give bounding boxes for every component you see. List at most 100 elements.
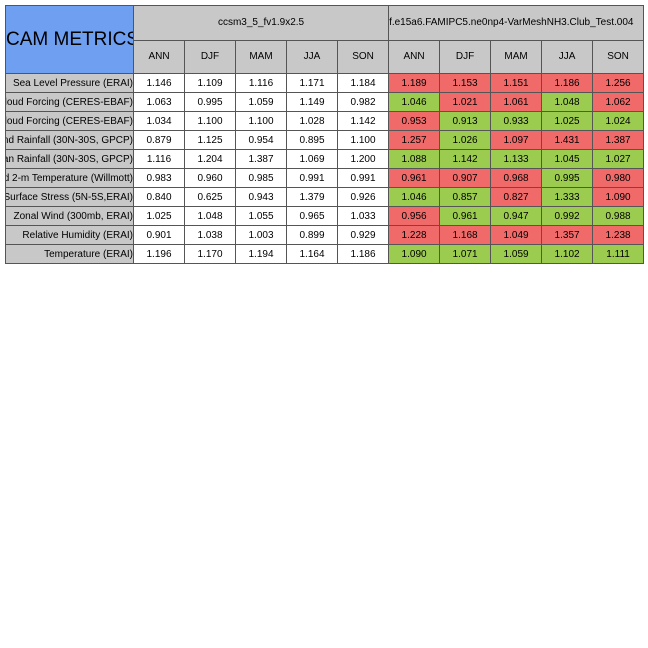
season-header-case1-mam: MAM: [235, 39, 287, 75]
value-cell-case1-ann: 1.034: [133, 111, 185, 131]
value-cell-case1-djf: 1.038: [184, 225, 236, 245]
value-cell-case2-son: 0.980: [592, 168, 645, 188]
value-cell-case2-mam: 0.947: [490, 206, 543, 226]
value-cell-case2-mam: 1.151: [490, 73, 543, 93]
value-cell-case2-son: 1.027: [592, 149, 645, 169]
table-row: SW Cloud Forcing (CERES-EBAF)1.0630.9951…: [5, 92, 645, 112]
row-label-text: Ocean Rainfall (30N-30S, GPCP): [7, 153, 133, 165]
row-label-text: Relative Humidity (ERAI): [22, 229, 133, 241]
season-header-case1-jja: JJA: [286, 39, 338, 75]
value-cell-case1-djf: 1.170: [184, 244, 236, 264]
table-title: CAM METRICS: [5, 5, 134, 74]
value-cell-case2-jja: 1.048: [541, 92, 594, 112]
value-cell-case1-jja: 1.028: [286, 111, 338, 131]
value-cell-case2-djf: 1.071: [439, 244, 492, 264]
value-cell-case2-jja: 0.995: [541, 168, 594, 188]
season-header-case1-son: SON: [336, 39, 390, 75]
value-cell-case1-mam: 0.985: [235, 168, 287, 188]
case-header-1: ccsm3_5_fv1.9x2.5: [132, 5, 390, 41]
value-cell-case1-ann: 0.983: [133, 168, 185, 188]
value-cell-case1-ann: 1.116: [133, 149, 185, 169]
value-cell-case1-son: 1.184: [336, 73, 390, 93]
value-cell-case2-jja: 1.333: [541, 187, 594, 207]
value-cell-case2-ann: 1.189: [388, 73, 441, 93]
value-cell-case1-ann: 1.196: [133, 244, 185, 264]
row-label: Temperature (ERAI): [5, 244, 134, 264]
value-cell-case2-ann: 1.228: [388, 225, 441, 245]
value-cell-case1-ann: 0.879: [133, 130, 185, 150]
case-header-2: f.e15a6.FAMIPC5.ne0np4-VarMeshNH3.Club_T…: [388, 5, 645, 41]
value-cell-case1-mam: 1.003: [235, 225, 287, 245]
value-cell-case2-mam: 1.133: [490, 149, 543, 169]
row-label: SW Cloud Forcing (CERES-EBAF): [5, 92, 134, 112]
value-cell-case1-jja: 0.991: [286, 168, 338, 188]
value-cell-case1-son: 1.033: [336, 206, 390, 226]
row-label: LW Cloud Forcing (CERES-EBAF): [5, 111, 134, 131]
value-cell-case2-son: 1.238: [592, 225, 645, 245]
value-cell-case1-jja: 1.171: [286, 73, 338, 93]
value-cell-case1-son: 1.186: [336, 244, 390, 264]
row-label: Land Rainfall (30N-30S, GPCP): [5, 130, 134, 150]
value-cell-case1-djf: 0.995: [184, 92, 236, 112]
value-cell-case1-ann: 1.025: [133, 206, 185, 226]
row-label: Ocean Rainfall (30N-30S, GPCP): [5, 149, 134, 169]
value-cell-case1-ann: 0.901: [133, 225, 185, 245]
table-row: Land Rainfall (30N-30S, GPCP) 0.879 1.125 0…: [5, 130, 645, 150]
case-header-row: CAM METRICS ccsm3_5_fv1.9x2.5 f.e15a6.FA…: [5, 5, 645, 74]
table-row: Pacific Surface Stress (5N-5S,ERAI)0.840…: [5, 187, 645, 207]
value-cell-case2-son: 1.111: [592, 244, 645, 264]
value-cell-case2-son: 1.387: [592, 130, 645, 150]
value-cell-case1-mam: 1.116: [235, 73, 287, 93]
value-cell-case2-jja: 1.357: [541, 225, 594, 245]
row-label: Zonal Wind (300mb, ERAI): [5, 206, 134, 226]
value-cell-case1-mam: 0.943: [235, 187, 287, 207]
value-cell-case1-djf: 1.125: [184, 130, 236, 150]
value-cell-case1-djf: 1.048: [184, 206, 236, 226]
season-header-case1-djf: DJF: [184, 39, 236, 75]
value-cell-case2-djf: 1.142: [439, 149, 492, 169]
value-cell-case1-djf: 0.625: [184, 187, 236, 207]
value-cell-case1-son: 1.200: [336, 149, 390, 169]
value-cell-case2-mam: 0.933: [490, 111, 543, 131]
season-header-case2-djf: DJF: [439, 39, 492, 75]
value-cell-case2-djf: 1.168: [439, 225, 492, 245]
row-label-text: Land Rainfall (30N-30S, GPCP): [5, 134, 133, 146]
row-label: Relative Humidity (ERAI): [5, 225, 134, 245]
value-cell-case2-djf: 0.907: [439, 168, 492, 188]
value-cell-case2-mam: 1.097: [490, 130, 543, 150]
value-cell-case1-mam: 0.954: [235, 130, 287, 150]
season-header-case2-ann: ANN: [388, 39, 441, 75]
value-cell-case2-ann: 1.088: [388, 149, 441, 169]
value-cell-case1-djf: 1.109: [184, 73, 236, 93]
value-cell-case1-jja: 0.965: [286, 206, 338, 226]
row-label-text: LW Cloud Forcing (CERES-EBAF): [6, 115, 133, 127]
row-label-text: SW Cloud Forcing (CERES-EBAF): [6, 96, 133, 108]
value-cell-case2-jja: 1.186: [541, 73, 594, 93]
table-row: Temperature (ERAI) 1.196 1.170 1.194 1.164 1.…: [5, 244, 645, 264]
value-cell-case2-ann: 1.090: [388, 244, 441, 264]
value-cell-case2-jja: 0.992: [541, 206, 594, 226]
value-cell-case1-jja: 1.069: [286, 149, 338, 169]
season-header-case2-mam: MAM: [490, 39, 543, 75]
row-label-text: Zonal Wind (300mb, ERAI): [13, 210, 133, 222]
table-row: Zonal Wind (300mb, ERAI) 1.025 1.048 1.055 0…: [5, 206, 645, 226]
value-cell-case1-son: 0.926: [336, 187, 390, 207]
value-cell-case2-ann: 0.961: [388, 168, 441, 188]
row-label: Sea Level Pressure (ERAI): [5, 73, 134, 93]
value-cell-case2-ann: 1.046: [388, 187, 441, 207]
value-cell-case2-son: 1.062: [592, 92, 645, 112]
value-cell-case1-son: 1.142: [336, 111, 390, 131]
metrics-table: CAM METRICS ccsm3_5_fv1.9x2.5 f.e15a6.FA…: [5, 5, 645, 264]
metrics-body: Sea Level Pressure (ERAI) 1.146 1.109 1.116…: [5, 73, 645, 264]
table-row: LW Cloud Forcing (CERES-EBAF)1.0341.1001…: [5, 111, 645, 131]
table-row: Ocean Rainfall (30N-30S, GPCP)1.1161.204…: [5, 149, 645, 169]
value-cell-case2-mam: 0.827: [490, 187, 543, 207]
value-cell-case2-djf: 1.021: [439, 92, 492, 112]
value-cell-case1-jja: 0.895: [286, 130, 338, 150]
value-cell-case2-mam: 0.968: [490, 168, 543, 188]
season-header-row: ANN DJF MAM JJA SON ANN DJF MAM JJA SON: [6, 39, 645, 75]
value-cell-case2-ann: 1.257: [388, 130, 441, 150]
value-cell-case1-son: 0.991: [336, 168, 390, 188]
row-label-text: Pacific Surface Stress (5N-5S,ERAI): [5, 191, 133, 203]
value-cell-case2-djf: 0.913: [439, 111, 492, 131]
